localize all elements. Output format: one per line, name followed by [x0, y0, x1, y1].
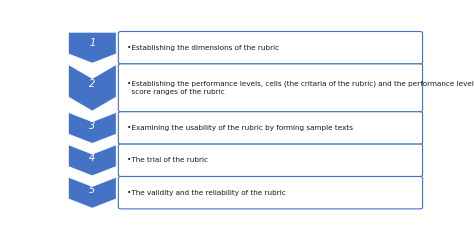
Polygon shape [68, 113, 116, 143]
Polygon shape [68, 177, 116, 208]
Text: 3: 3 [89, 121, 95, 131]
Text: •Examining the usability of the rubric by forming sample texts: •Examining the usability of the rubric b… [127, 125, 353, 131]
Text: •The validity and the reliability of the rubric: •The validity and the reliability of the… [127, 190, 286, 196]
Polygon shape [68, 32, 116, 63]
FancyBboxPatch shape [118, 64, 422, 112]
Text: •The trial of the rubric: •The trial of the rubric [127, 157, 208, 163]
Text: 1: 1 [89, 38, 95, 48]
Text: 2: 2 [89, 79, 95, 89]
Text: •Establishing the dimensions of the rubric: •Establishing the dimensions of the rubr… [127, 45, 279, 51]
Polygon shape [68, 64, 116, 111]
Text: •Establishing the performance levels, cells (the critaria of the rubric) and the: •Establishing the performance levels, ce… [127, 81, 474, 95]
Polygon shape [68, 145, 116, 176]
FancyBboxPatch shape [118, 112, 422, 144]
FancyBboxPatch shape [118, 177, 422, 209]
Text: 5: 5 [89, 185, 95, 195]
FancyBboxPatch shape [118, 144, 422, 177]
FancyBboxPatch shape [118, 31, 422, 64]
Text: 4: 4 [89, 153, 95, 163]
